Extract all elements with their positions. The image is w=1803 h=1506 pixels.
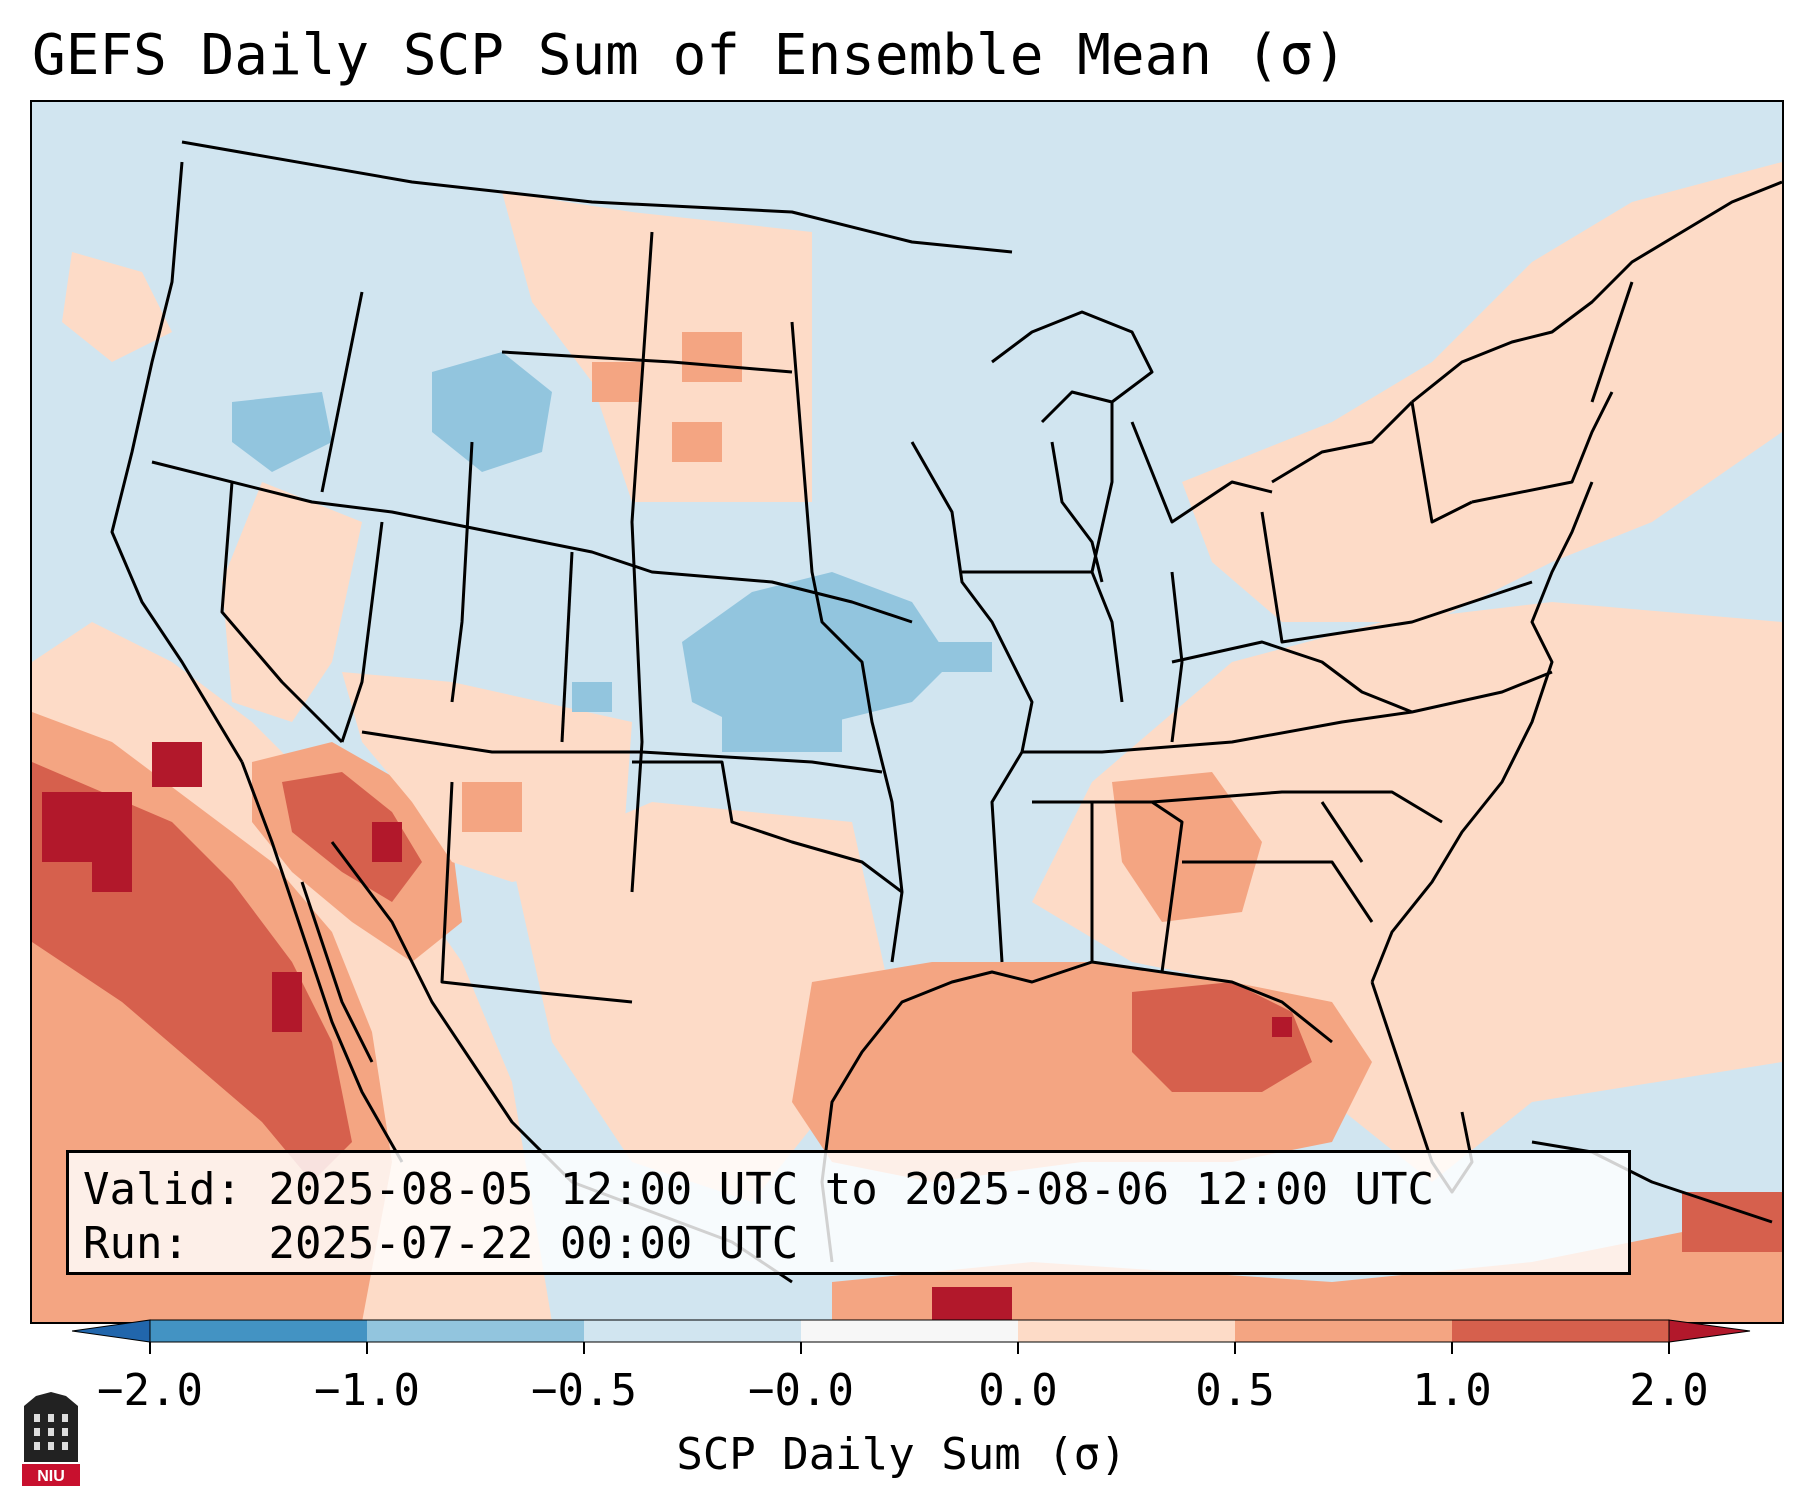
colorbar-tick-label: −1.0 (314, 1365, 420, 1416)
anomaly-gulf-extreme (1272, 1017, 1292, 1037)
valid-time: 2025-08-05 12:00 UTC to 2025-08-06 12:00… (268, 1164, 1435, 1215)
colorbar-tick-label: 2.0 (1629, 1365, 1709, 1416)
anomaly-caribbean-strong (1682, 1192, 1782, 1252)
colorbar-tick-label: 1.0 (1412, 1365, 1492, 1416)
colorbar (72, 1319, 1751, 1354)
map-canvas (32, 102, 1782, 1322)
anomaly-southeast-light (1032, 602, 1782, 1182)
niu-logo: NIU (22, 1392, 80, 1486)
map-panel (30, 100, 1784, 1324)
colorbar-extend-low (72, 1319, 151, 1343)
anomaly-rockies-negative (432, 352, 552, 472)
anomaly-southwest-strong (282, 772, 422, 902)
colorbar-bin (1018, 1320, 1235, 1342)
colorbar-tick-label: 0.0 (978, 1365, 1058, 1416)
colorbar-bin (1452, 1320, 1669, 1342)
colorbar-extend-high (1668, 1319, 1751, 1343)
anomaly-south-dakota-moderate (672, 422, 722, 462)
anomaly-north-dakota-moderate (592, 362, 642, 402)
anomaly-caribbean-extreme (932, 1287, 1012, 1322)
anomaly-georgia-moderate (1112, 772, 1262, 922)
anomaly-idaho-negative (232, 392, 332, 472)
validity-info-box: Valid: 2025-08-05 12:00 UTC to 2025-08-0… (66, 1150, 1631, 1275)
colorbar-tick-label: −0.5 (531, 1365, 637, 1416)
colorbar-bin (801, 1320, 1018, 1342)
colorbar-bin (150, 1320, 367, 1342)
logo-text: NIU (37, 1468, 65, 1485)
colorbar-bin (584, 1320, 801, 1342)
anomaly-southwest-extreme (372, 822, 402, 862)
anomaly-four-corners-light (342, 672, 632, 882)
anomaly-pacific-northwest (62, 252, 172, 362)
anomaly-pacific-extreme (92, 862, 132, 892)
colorbar-label: SCP Daily Sum (σ) (676, 1429, 1127, 1480)
anomaly-newmexico-moderate (462, 782, 522, 832)
anomaly-nevada-light (222, 482, 362, 722)
anomaly-northern-plains (502, 192, 812, 502)
colorbar-tick-label: −2.0 (97, 1365, 203, 1416)
colorbar-tick-marks (149, 1342, 1670, 1354)
colorbar-bin (367, 1320, 584, 1342)
logo-tower-icon (24, 1392, 78, 1462)
valid-label: Valid: (83, 1164, 242, 1215)
anomaly-kansas-negative (722, 702, 842, 752)
colorbar-outline (149, 1319, 1670, 1343)
state-borders (110, 140, 1782, 1284)
anomaly-missouri-negative (932, 642, 992, 672)
anomaly-northeast-light (1182, 162, 1782, 622)
anomaly-gulf-strong (1132, 982, 1312, 1092)
anomaly-pacific-extreme (272, 972, 302, 1032)
anomaly-north-dakota-moderate (682, 332, 742, 382)
run-time: 2025-07-22 00:00 UTC (268, 1218, 799, 1269)
run-label: Run: (83, 1218, 189, 1269)
colorbar-tick-label: 0.5 (1195, 1365, 1275, 1416)
anomaly-pacific-extreme (152, 742, 202, 787)
anomaly-caribbean-moderate (832, 1212, 1782, 1322)
anomaly-pacific-extreme (42, 792, 132, 862)
colorbar-tick-label: −0.0 (748, 1365, 854, 1416)
chart-title: GEFS Daily SCP Sum of Ensemble Mean (σ) (32, 23, 1347, 88)
colorbar-bin (1235, 1320, 1452, 1342)
anomaly-colorado-negative (572, 682, 612, 712)
